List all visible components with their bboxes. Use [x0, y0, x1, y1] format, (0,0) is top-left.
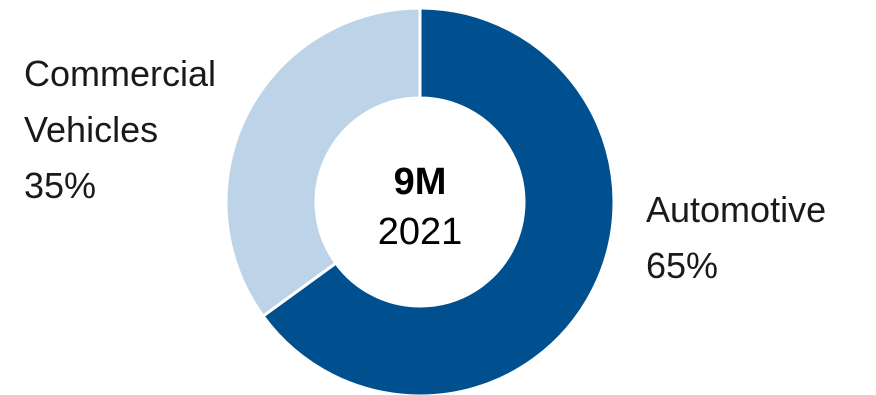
- slice-percent: 65%: [646, 245, 719, 286]
- donut-center-text: 9M 2021: [320, 158, 520, 258]
- donut-slice-automotive: [260, 6, 616, 395]
- slice-label-automotive: Automotive 65%: [646, 182, 826, 294]
- slice-name-line2: Vehicles: [24, 109, 159, 150]
- donut-slices: [224, 6, 616, 395]
- slice-name-line1: Commercial: [24, 53, 217, 94]
- center-year-label: 2021: [377, 211, 463, 253]
- slice-name-line1: Automotive: [646, 189, 827, 230]
- slice-percent: 35%: [24, 165, 97, 206]
- slice-label-commercial-vehicles: Commercial Vehicles 35%: [24, 46, 216, 214]
- donut-slice-commercial: [224, 6, 422, 319]
- center-period-label: 9M: [393, 161, 447, 203]
